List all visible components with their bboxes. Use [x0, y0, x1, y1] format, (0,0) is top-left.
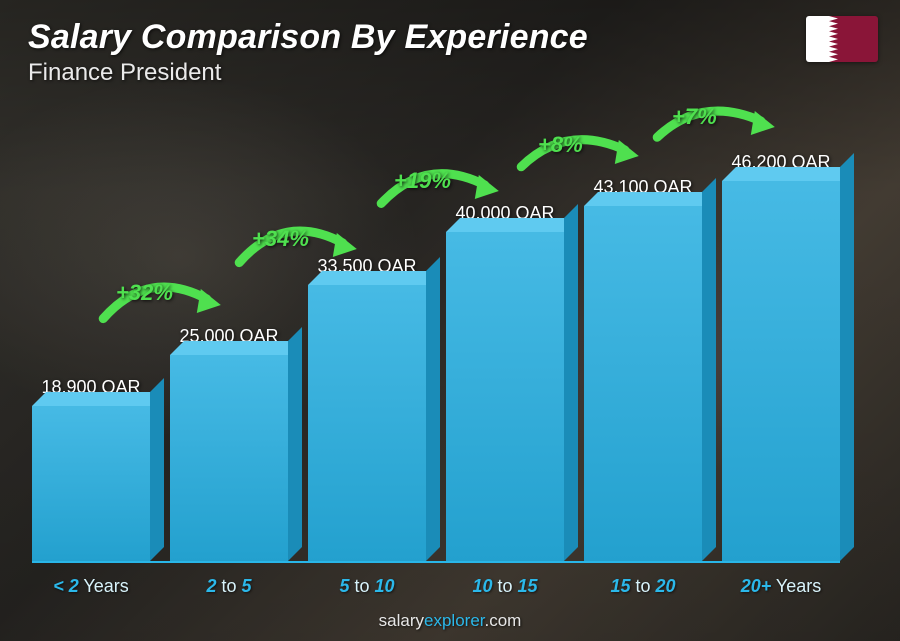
bar — [722, 181, 840, 561]
bar-slot: 18,900 QAR — [32, 377, 150, 561]
header: Salary Comparison By Experience Finance … — [28, 18, 588, 87]
bar-slot: 40,000 QAR — [446, 203, 564, 561]
qatar-flag-icon — [806, 16, 878, 62]
x-axis-label: 2 to 5 — [170, 576, 288, 597]
flag-white-band — [806, 16, 829, 62]
bar-side-face — [150, 378, 164, 561]
bar-side-face — [564, 204, 578, 561]
bar-front-face — [32, 406, 150, 561]
bar-front-face — [170, 355, 288, 561]
increase-label: +32% — [116, 280, 173, 306]
bar — [584, 206, 702, 561]
bar-side-face — [426, 257, 440, 561]
x-axis-label: 15 to 20 — [584, 576, 702, 597]
x-axis-label: < 2 Years — [32, 576, 150, 597]
bar — [308, 285, 426, 561]
bar-front-face — [446, 232, 564, 561]
bar-side-face — [288, 327, 302, 561]
page-subtitle: Finance President — [28, 59, 588, 87]
bar-slot: 43,100 QAR — [584, 177, 702, 561]
bar-slot: 46,200 QAR — [722, 152, 840, 561]
footer-pre: salary — [379, 611, 424, 630]
bar — [32, 406, 150, 561]
x-axis-label: 10 to 15 — [446, 576, 564, 597]
bar-front-face — [722, 181, 840, 561]
bar-front-face — [584, 206, 702, 561]
increase-label: +7% — [672, 104, 717, 130]
x-axis-labels: < 2 Years 2 to 5 5 to 10 10 to 15 15 to 20 20… — [32, 576, 840, 597]
page-title: Salary Comparison By Experience — [28, 18, 588, 57]
bar-front-face — [308, 285, 426, 561]
bar-top-face — [584, 192, 716, 206]
x-axis-label: 5 to 10 — [308, 576, 426, 597]
bar-top-face — [32, 392, 164, 406]
bar-side-face — [702, 178, 716, 561]
x-axis-label: 20+ Years — [722, 576, 840, 597]
bar — [170, 355, 288, 561]
increase-label: +19% — [394, 168, 451, 194]
x-axis-line — [32, 561, 840, 563]
increase-label: +34% — [252, 226, 309, 252]
bar-top-face — [170, 341, 302, 355]
bar-slot: 25,000 QAR — [170, 326, 288, 561]
bar-slot: 33,500 QAR — [308, 256, 426, 561]
footer-post: .com — [485, 611, 522, 630]
footer-accent: explorer — [424, 611, 484, 630]
increase-label: +8% — [538, 132, 583, 158]
bar-top-face — [722, 167, 854, 181]
flag-serration-icon — [829, 16, 838, 62]
bar-top-face — [308, 271, 440, 285]
footer-attribution: salaryexplorer.com — [0, 611, 900, 631]
bar-top-face — [446, 218, 578, 232]
bar-side-face — [840, 153, 854, 561]
bar — [446, 232, 564, 561]
